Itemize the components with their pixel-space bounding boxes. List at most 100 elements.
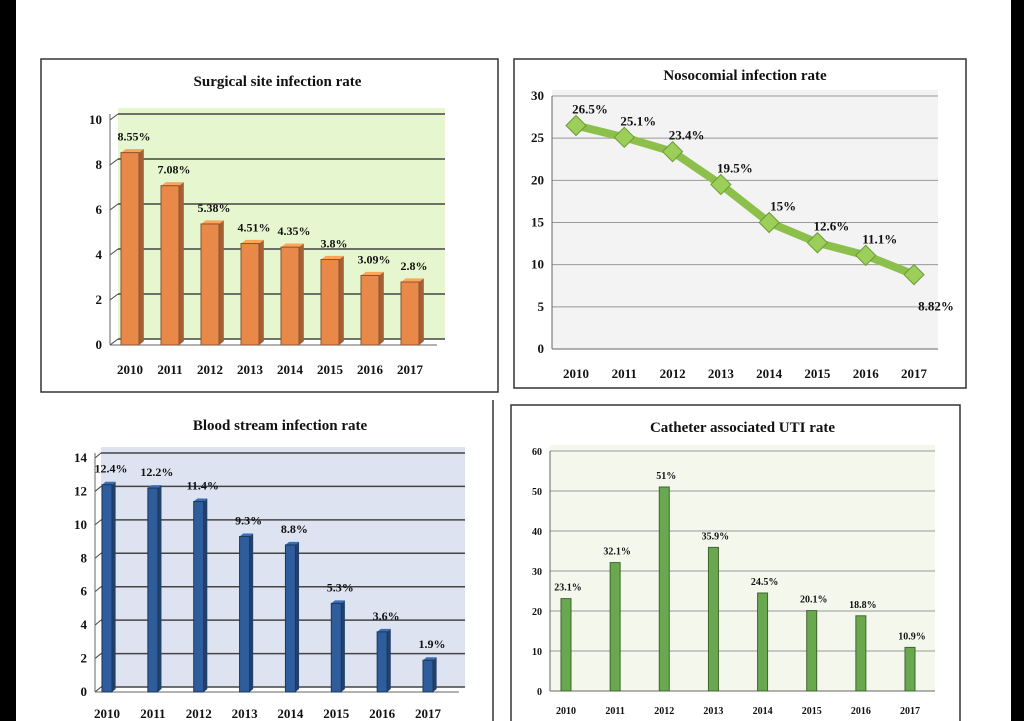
gridline-depth xyxy=(94,452,102,459)
y-tick-label: 6 xyxy=(96,202,103,217)
bar-2011 xyxy=(160,185,180,346)
x-tick-label: 2016 xyxy=(853,366,880,381)
bar-2015 xyxy=(330,602,342,693)
x-tick-label: 2011 xyxy=(157,362,182,377)
x-tick-label: 2014 xyxy=(277,362,304,377)
bar-side xyxy=(219,220,224,345)
bar-2017 xyxy=(422,659,434,693)
x-tick-label: 2013 xyxy=(708,366,735,381)
point-2013 xyxy=(710,173,732,196)
bar-side xyxy=(299,243,304,345)
y-tick-label: 12 xyxy=(74,483,87,498)
gridline-depth xyxy=(94,686,102,693)
data-label: 23.4% xyxy=(669,128,705,143)
chart-3: Blood stream infection rate 0 2 4 6 8 10 12 14 20… xyxy=(74,400,494,721)
data-label: 32.1% xyxy=(603,547,631,558)
bar-side xyxy=(139,149,144,345)
data-label: 20.1% xyxy=(800,595,828,606)
y-tick-label: 50 xyxy=(532,487,542,498)
chart-4: Catheter associated UTI rate 0 10 20 30 40 50 6… xyxy=(510,404,961,721)
data-label: 24.5% xyxy=(751,577,779,588)
bar-2012 xyxy=(200,223,220,346)
x-tick-label: 2013 xyxy=(237,362,264,377)
chart-title: Nosocomial infection rate xyxy=(663,68,827,84)
data-label: 12.4% xyxy=(95,462,128,476)
data-label: 3.09% xyxy=(358,252,391,266)
left-black-edge xyxy=(0,0,16,721)
bar-2015 xyxy=(806,610,818,692)
y-tick-label: 10 xyxy=(74,517,87,532)
x-tick-label: 2010 xyxy=(563,366,589,381)
gridline-depth xyxy=(109,113,119,121)
gridline-depth xyxy=(94,486,102,492)
y-tick-label: 40 xyxy=(532,527,542,538)
bar-side xyxy=(157,485,162,692)
bar-side xyxy=(112,481,116,692)
y-tick-label: 20 xyxy=(531,172,544,187)
data-label: 8.82% xyxy=(918,299,954,314)
gridline-depth xyxy=(94,552,102,559)
x-tick-label: 2012 xyxy=(197,362,223,377)
x-tick-label: 2017 xyxy=(900,706,920,717)
y-tick-label: 30 xyxy=(531,88,544,103)
data-label: 11.4% xyxy=(187,478,219,492)
point-2012 xyxy=(661,140,684,163)
bar-2010 xyxy=(101,484,113,693)
data-label: 51% xyxy=(656,471,676,482)
x-tick-label: 2013 xyxy=(232,706,259,721)
bar-side xyxy=(419,278,424,345)
x-tick-label: 2012 xyxy=(660,366,686,381)
bar-top xyxy=(121,149,144,153)
bar-2017 xyxy=(400,281,420,346)
bar-top xyxy=(147,485,162,489)
bar-top xyxy=(161,182,184,186)
x-tick-label: 2016 xyxy=(851,706,871,717)
y-tick-label: 2 xyxy=(81,651,88,666)
bar-top xyxy=(201,220,224,224)
bar-2016 xyxy=(855,615,867,692)
chart-2: Nosocomial infection rate 0 5 10 15 20 25 30 201… xyxy=(513,58,967,389)
y-tick-label: 30 xyxy=(532,567,542,578)
bar-top xyxy=(321,255,344,260)
gridline-depth xyxy=(109,248,119,256)
bar-2014 xyxy=(284,544,296,693)
bar-top xyxy=(281,243,304,248)
bar-2012 xyxy=(658,486,670,692)
y-tick-label: 2 xyxy=(96,292,103,307)
x-tick-label: 2012 xyxy=(654,706,674,717)
data-label: 12.6% xyxy=(814,219,850,234)
bar-top xyxy=(401,278,424,282)
x-tick-label: 2016 xyxy=(369,706,396,721)
data-label: 4.51% xyxy=(238,221,271,235)
gridline-depth xyxy=(109,158,119,166)
x-tick-label: 2015 xyxy=(317,362,344,377)
bar-side xyxy=(387,628,391,692)
gridline-depth xyxy=(94,519,102,526)
bar-2016 xyxy=(360,274,380,346)
bar-2012 xyxy=(193,500,205,693)
data-label: 7.08% xyxy=(158,163,191,177)
y-tick-label: 20 xyxy=(532,607,542,618)
point-2014 xyxy=(758,211,780,234)
data-label: 23.1% xyxy=(554,583,582,594)
x-tick-label: 2017 xyxy=(415,706,442,721)
chart-1: Surgical site infection rate 0 2 4 6 8 10 2010 2… xyxy=(40,58,499,393)
data-label: 26.5% xyxy=(572,102,608,117)
bar-side xyxy=(341,600,345,692)
data-label: 8.8% xyxy=(281,522,308,536)
data-label: 12.2% xyxy=(140,465,173,479)
x-tick-label: 2015 xyxy=(802,706,822,717)
gridline-depth xyxy=(94,653,102,659)
bar-2010 xyxy=(120,152,140,346)
data-label: 35.9% xyxy=(702,531,730,542)
bar-2017 xyxy=(904,646,916,692)
bar-2016 xyxy=(376,631,388,693)
x-tick-label: 2017 xyxy=(901,366,928,381)
bar-top xyxy=(239,533,254,537)
y-tick-label: 4 xyxy=(96,247,103,262)
point-2010 xyxy=(565,114,587,137)
x-tick-label: 2010 xyxy=(117,362,143,377)
x-tick-label: 2011 xyxy=(140,706,165,721)
plot-background xyxy=(550,445,935,691)
bar-2013 xyxy=(239,536,251,693)
